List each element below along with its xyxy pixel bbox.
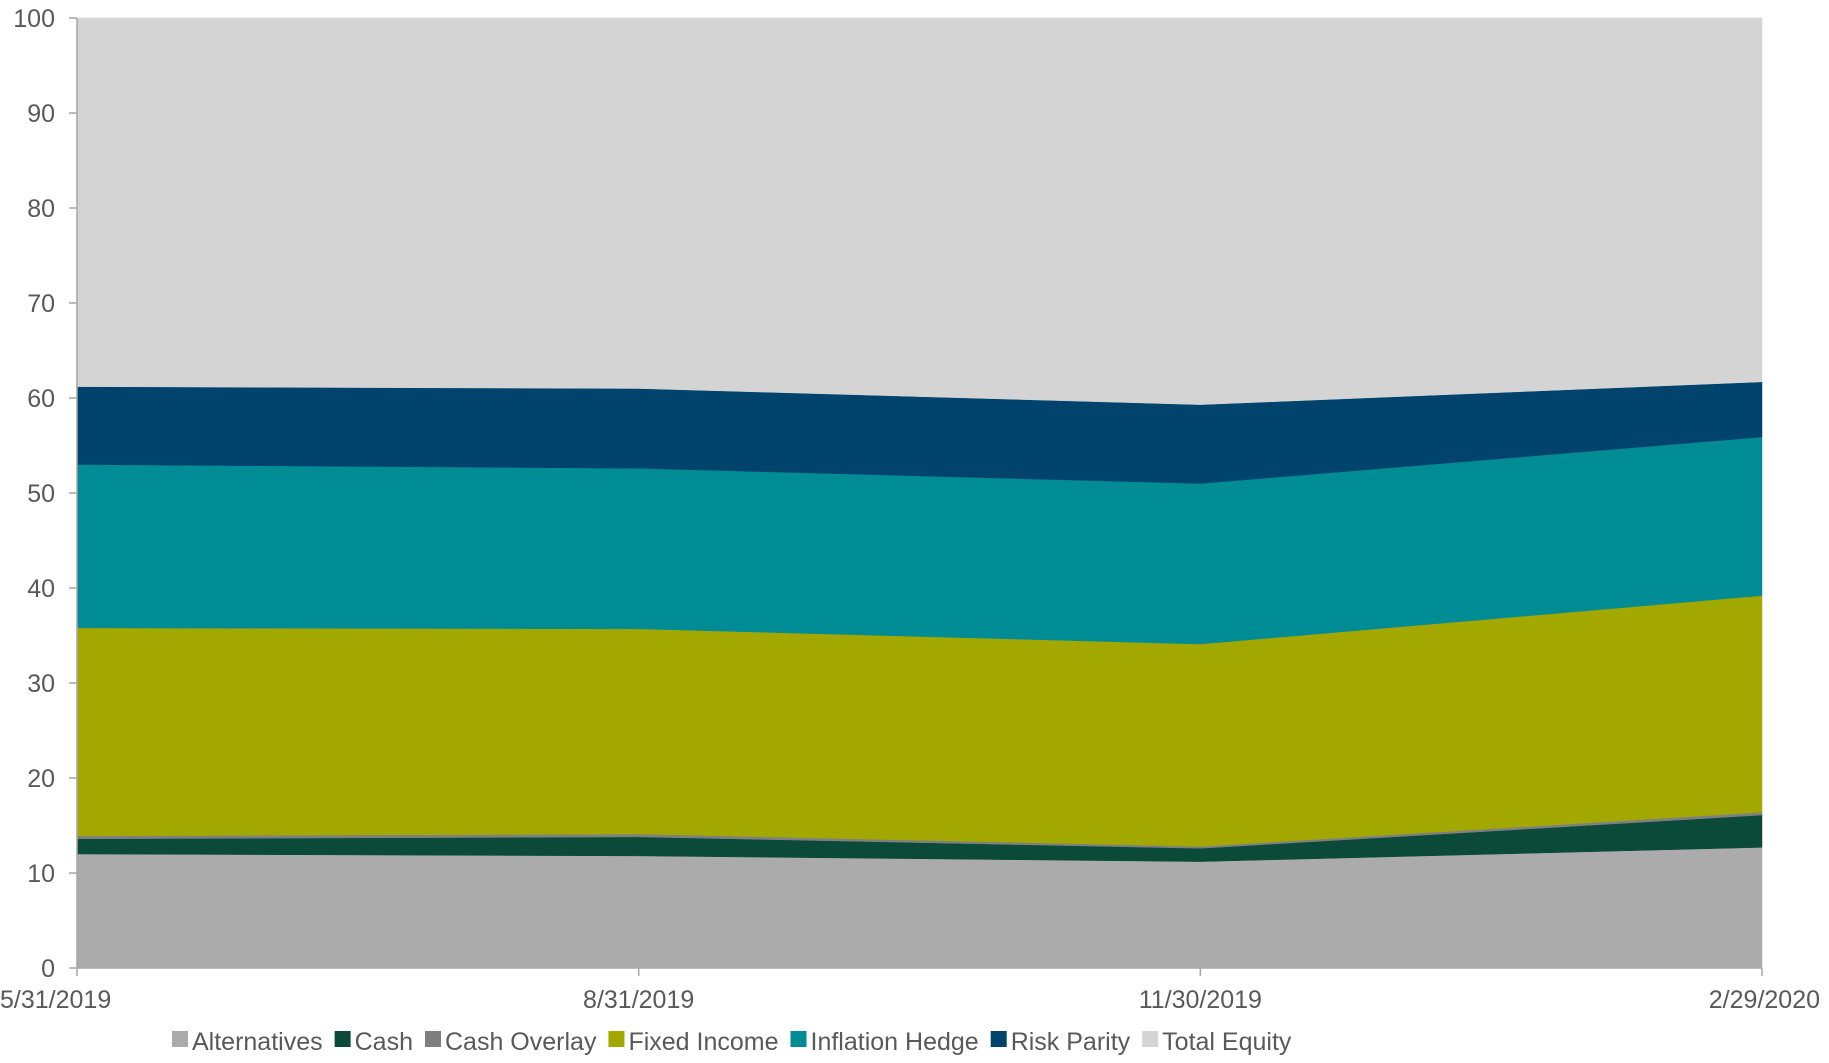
legend: Alternatives Cash Cash Overlay Fixed Income… <box>172 1028 1292 1056</box>
y-tick-label: 70 <box>27 290 55 318</box>
legend-item-inflation-hedge: Inflation Hedge <box>790 1028 979 1056</box>
y-tick-label: 30 <box>27 670 55 698</box>
legend-label: Inflation Hedge <box>811 1028 979 1056</box>
y-tick-label: 80 <box>27 195 55 223</box>
x-tick-label: 2/29/2020 <box>1709 986 1820 1014</box>
y-tick-label: 100 <box>13 5 55 33</box>
y-tick-label: 90 <box>27 100 55 128</box>
x-tick-label: 5/31/2019 <box>0 986 111 1014</box>
legend-swatch <box>990 1031 1007 1047</box>
legend-swatch <box>425 1031 441 1047</box>
legend-item-cash: Cash <box>334 1028 413 1056</box>
y-tick-label: 50 <box>27 480 55 508</box>
legend-item-cash-overlay: Cash Overlay <box>425 1028 597 1056</box>
legend-label: Cash <box>355 1028 413 1056</box>
legend-label: Cash Overlay <box>445 1028 597 1056</box>
y-tick-label: 10 <box>27 860 55 888</box>
y-tick-label: 0 <box>41 955 55 983</box>
legend-label: Risk Parity <box>1011 1028 1131 1056</box>
y-tick-label: 40 <box>27 575 55 603</box>
legend-item-risk-parity: Risk Parity <box>990 1028 1131 1056</box>
legend-label: Fixed Income <box>628 1028 778 1056</box>
area-total-equity <box>76 17 1763 405</box>
area-alternatives <box>76 847 1763 969</box>
legend-swatch <box>790 1031 807 1047</box>
y-tick-label: 60 <box>27 385 55 413</box>
legend-swatch <box>334 1031 351 1047</box>
legend-label: Alternatives <box>192 1028 323 1056</box>
y-tick-label: 20 <box>27 765 55 793</box>
y-axis-ticks: 0 10 20 30 40 50 60 70 80 90 100 <box>13 5 77 983</box>
area-series-group <box>76 17 1763 969</box>
legend-item-total-equity: Total Equity <box>1142 1028 1292 1056</box>
x-axis-ticks: 5/31/2019 8/31/2019 11/30/2019 2/29/2020 <box>0 968 1820 1014</box>
legend-swatch <box>172 1031 188 1047</box>
legend-swatch <box>1142 1031 1159 1047</box>
legend-item-fixed-income: Fixed Income <box>608 1028 779 1056</box>
x-tick-label: 11/30/2019 <box>1139 986 1262 1014</box>
x-tick-label: 8/31/2019 <box>583 986 694 1014</box>
legend-swatch <box>608 1031 625 1047</box>
legend-label: Total Equity <box>1162 1028 1292 1056</box>
legend-item-alternatives: Alternatives <box>172 1028 323 1056</box>
